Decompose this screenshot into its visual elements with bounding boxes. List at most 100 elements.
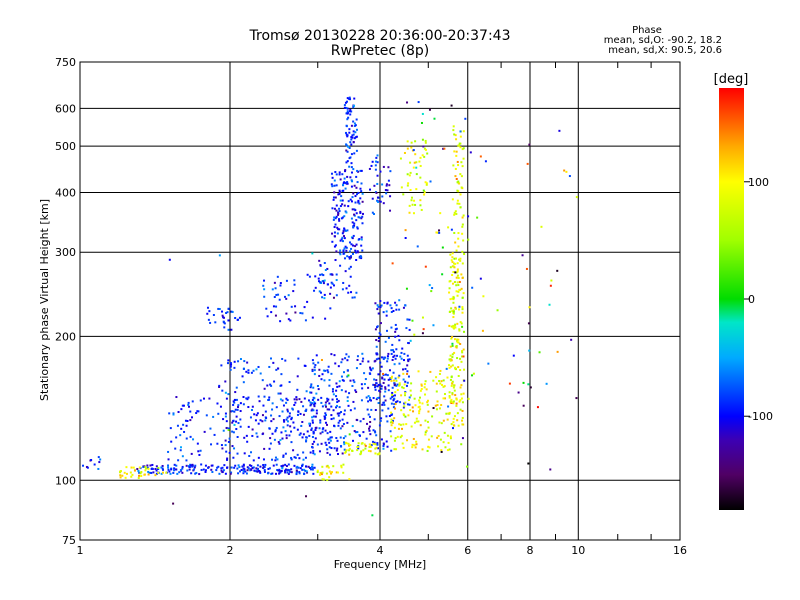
data-point — [424, 393, 427, 396]
data-point — [174, 468, 177, 471]
data-point — [290, 471, 293, 474]
data-point — [394, 407, 397, 410]
data-point — [333, 216, 336, 219]
data-point — [301, 312, 304, 315]
data-point — [391, 394, 394, 397]
data-point — [277, 469, 280, 472]
data-point — [454, 394, 457, 397]
data-point — [449, 378, 452, 381]
data-point — [343, 228, 346, 231]
data-point — [414, 153, 417, 156]
data-point — [348, 98, 351, 101]
data-point — [211, 464, 214, 467]
data-point — [461, 216, 464, 219]
data-point — [404, 401, 407, 404]
data-point — [441, 273, 444, 276]
data-point — [202, 397, 205, 400]
data-point — [456, 281, 459, 284]
data-point — [335, 398, 338, 401]
data-point — [457, 245, 460, 248]
data-point — [450, 228, 453, 231]
data-point — [406, 354, 409, 357]
data-point — [365, 396, 368, 399]
data-point — [224, 439, 227, 442]
data-point — [344, 270, 347, 273]
data-point — [247, 369, 250, 372]
data-point — [189, 464, 192, 467]
data-point — [426, 403, 429, 406]
data-point — [439, 369, 442, 372]
data-point — [456, 160, 459, 163]
data-point — [421, 448, 424, 451]
data-point — [318, 427, 321, 430]
data-point — [461, 355, 464, 358]
data-point — [367, 386, 370, 389]
data-point — [216, 442, 219, 445]
data-point — [455, 345, 458, 348]
data-point — [342, 235, 345, 238]
data-point — [461, 306, 464, 309]
data-point — [426, 449, 429, 452]
data-point — [313, 369, 316, 372]
data-point — [449, 437, 452, 440]
data-point — [461, 223, 464, 226]
data-point — [413, 333, 416, 336]
data-point — [229, 368, 232, 371]
data-point — [374, 388, 377, 391]
data-point — [346, 110, 349, 113]
data-point — [311, 416, 314, 419]
data-point — [444, 397, 447, 400]
data-point — [310, 403, 313, 406]
data-point — [237, 472, 240, 475]
data-point — [347, 116, 350, 119]
data-point — [407, 414, 410, 417]
data-point — [301, 436, 304, 439]
data-point — [174, 447, 177, 450]
data-point — [402, 378, 405, 381]
data-point — [343, 177, 346, 180]
data-point — [345, 144, 348, 147]
data-point — [461, 250, 464, 253]
data-point — [210, 468, 213, 471]
data-point — [339, 199, 342, 202]
data-point — [528, 349, 531, 352]
data-point — [393, 403, 396, 406]
data-point — [450, 337, 453, 340]
data-point — [462, 147, 465, 150]
data-point — [452, 417, 455, 420]
data-point — [327, 365, 330, 368]
data-point — [337, 212, 340, 215]
data-point — [454, 210, 457, 213]
data-point — [383, 301, 386, 304]
data-point — [191, 416, 194, 419]
data-point — [396, 400, 399, 403]
data-point — [453, 150, 456, 153]
data-point — [449, 266, 452, 269]
data-point — [288, 412, 291, 415]
data-point — [286, 410, 289, 413]
data-point — [267, 467, 270, 470]
data-point — [455, 276, 458, 279]
data-point — [392, 399, 395, 402]
data-point — [353, 97, 356, 100]
data-point — [406, 370, 409, 373]
data-point — [338, 207, 341, 210]
data-point — [93, 463, 96, 466]
data-point — [230, 471, 233, 474]
data-point — [278, 468, 281, 471]
data-point — [451, 364, 454, 367]
data-point — [456, 262, 459, 265]
data-point — [377, 383, 380, 386]
data-point — [460, 393, 463, 396]
data-point — [312, 452, 315, 455]
data-point — [285, 397, 288, 400]
data-point — [347, 200, 350, 203]
data-point — [339, 249, 342, 252]
data-point — [413, 161, 416, 164]
data-point — [176, 424, 179, 427]
data-point — [352, 244, 355, 247]
data-point — [392, 309, 395, 312]
data-point — [373, 441, 376, 444]
data-point — [374, 168, 377, 171]
x-tick-label: 1 — [77, 544, 84, 557]
